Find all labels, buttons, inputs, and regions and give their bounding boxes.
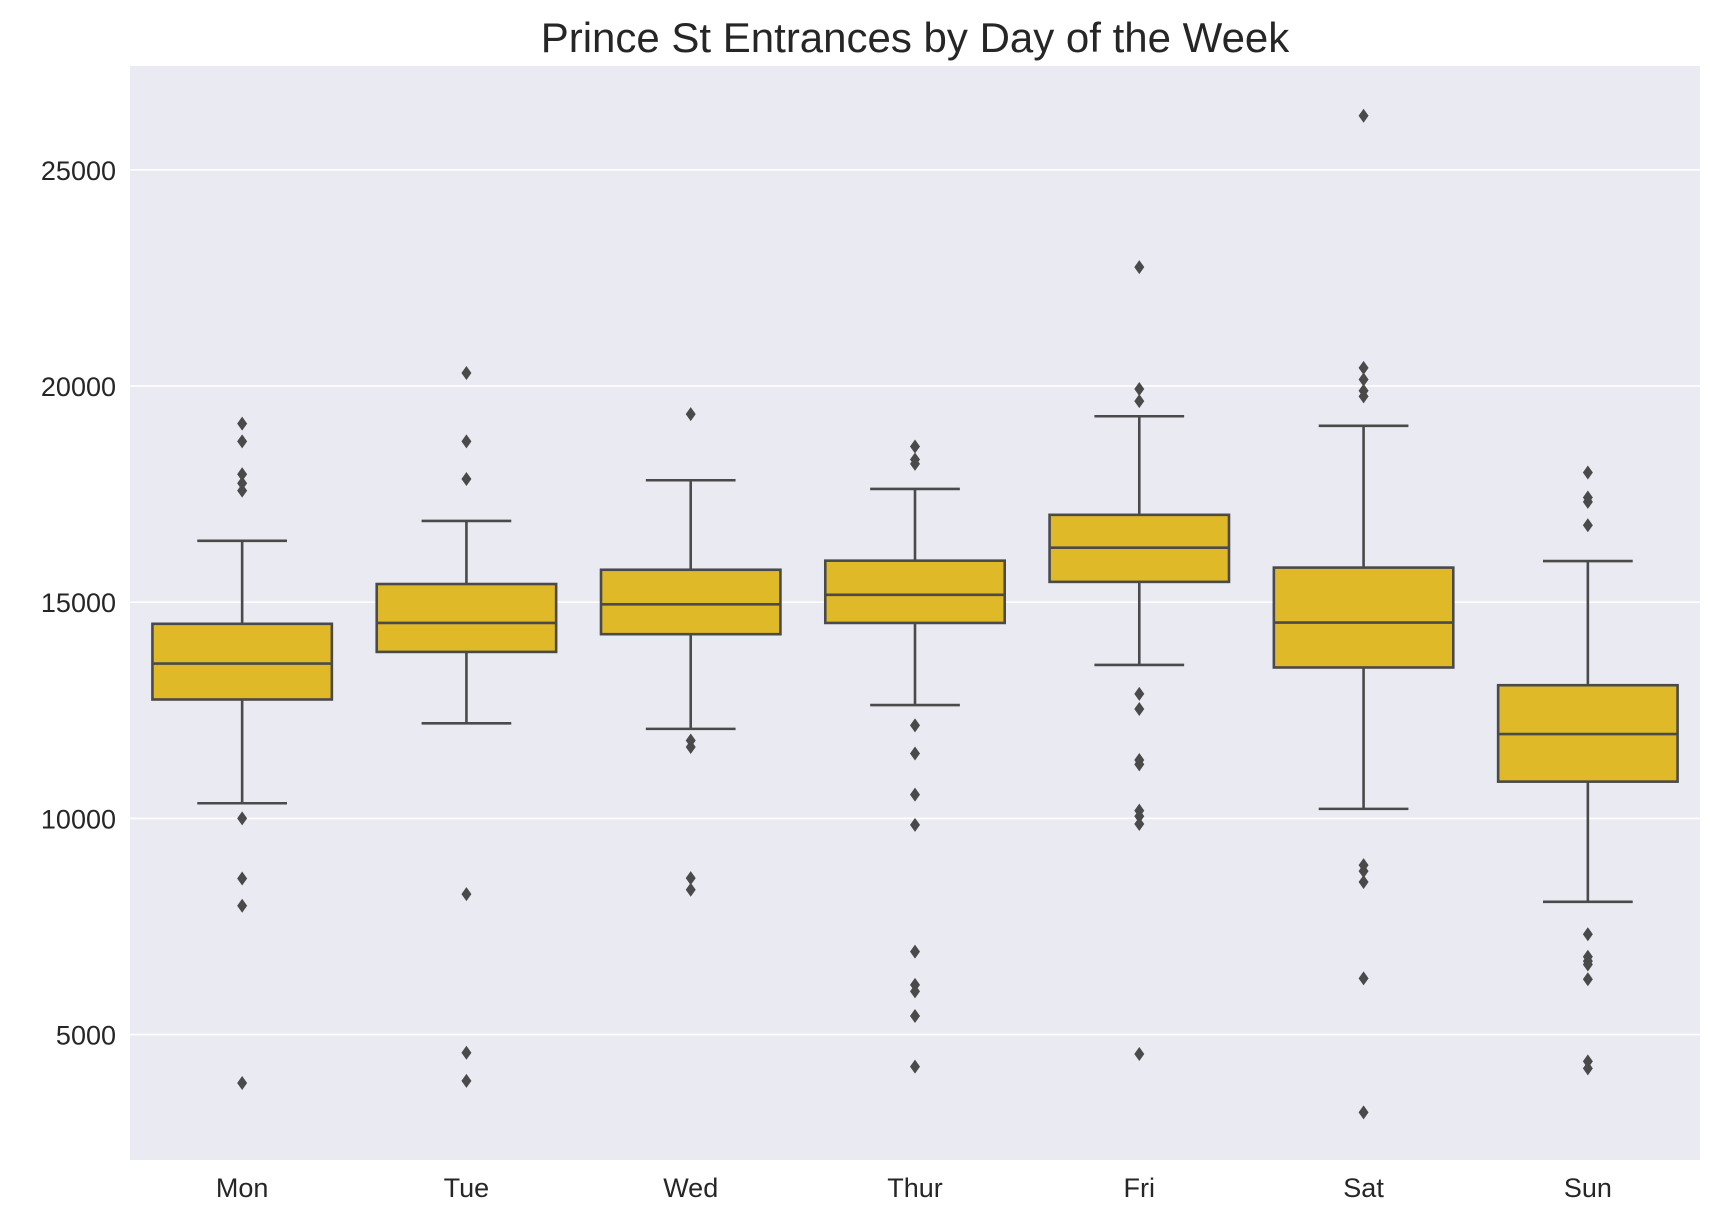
outlier-point [1134,260,1145,275]
outlier-point [1582,972,1593,987]
outlier-point [1134,809,1145,824]
outlier-point [1358,372,1369,387]
outlier-point [685,871,696,886]
box-wed [599,407,782,897]
outlier-point [1358,864,1369,879]
outlier-point [1582,1061,1593,1076]
outlier-point [1358,108,1369,123]
outlier-point [1358,389,1369,404]
x-tick-label: Wed [663,1173,718,1203]
outlier-point [1582,957,1593,972]
outlier-point [1134,382,1145,397]
outlier-point [1358,360,1369,375]
y-axis-ticks: 5000 10000 15000 20000 25000 [41,156,116,1051]
outlier-point [1582,465,1593,480]
outlier-point [237,476,248,491]
outlier-point [1134,394,1145,409]
outlier-point [237,467,248,482]
outlier-point [910,1009,920,1024]
iqr-box [1272,566,1455,669]
x-tick-label: Sat [1343,1173,1384,1203]
outlier-point [1134,757,1145,772]
outlier-point [1582,518,1593,533]
outlier-point [910,718,920,733]
outlier-point [1134,1047,1145,1062]
x-tick-label: Thur [887,1173,943,1203]
outlier-point [1134,701,1145,716]
x-tick-label: Sun [1564,1173,1612,1203]
box-tue [375,366,558,1088]
iqr-box [823,559,1007,625]
outlier-point [237,871,248,886]
outlier-point [910,439,920,454]
outlier-point [1582,494,1593,509]
box-thur [823,439,1007,1074]
outlier-point [685,882,696,897]
x-tick-label: Fri [1124,1173,1155,1203]
outlier-point [910,984,920,999]
outlier-point [910,1059,920,1074]
outlier-point [237,898,248,913]
outlier-point [237,416,248,431]
iqr-box [599,568,782,636]
outlier-point [910,817,920,832]
outlier-point [461,471,472,486]
y-tick-label: 15000 [41,588,116,618]
chart-title: Prince St Entrances by Day of the Week [541,14,1291,61]
outlier-point [910,944,920,959]
y-tick-label: 10000 [41,804,116,834]
outlier-point [461,434,472,449]
outlier-point [1358,874,1369,889]
outlier-point [237,434,248,449]
outlier-point [237,811,248,826]
outlier-point [1134,817,1145,832]
outlier-point [685,740,696,755]
x-axis-ticks: Mon Tue Wed Thur Fri Sat Sun [216,1173,1612,1203]
outlier-point [1134,686,1145,701]
box-series [151,108,1679,1120]
outlier-point [461,887,472,902]
outlier-point [910,787,920,802]
x-tick-label: Mon [216,1173,269,1203]
outlier-point [910,746,920,761]
x-tick-label: Tue [444,1173,490,1203]
outlier-point [461,1045,472,1060]
box-sat [1272,108,1455,1120]
outlier-point [461,1073,472,1088]
outlier-point [685,407,696,422]
outlier-point [461,366,472,381]
box-sun [1496,465,1679,1076]
outlier-point [910,456,920,471]
iqr-box [151,622,334,701]
box-mon [151,416,334,1091]
y-tick-label: 25000 [41,156,116,186]
outlier-point [237,1076,248,1091]
y-tick-label: 20000 [41,372,116,402]
outlier-point [1358,1105,1369,1120]
iqr-box [375,582,558,654]
box-fri [1048,260,1231,1062]
y-tick-label: 5000 [56,1021,116,1051]
outlier-point [237,483,248,498]
outlier-point [1582,927,1593,942]
outlier-point [1358,971,1369,986]
